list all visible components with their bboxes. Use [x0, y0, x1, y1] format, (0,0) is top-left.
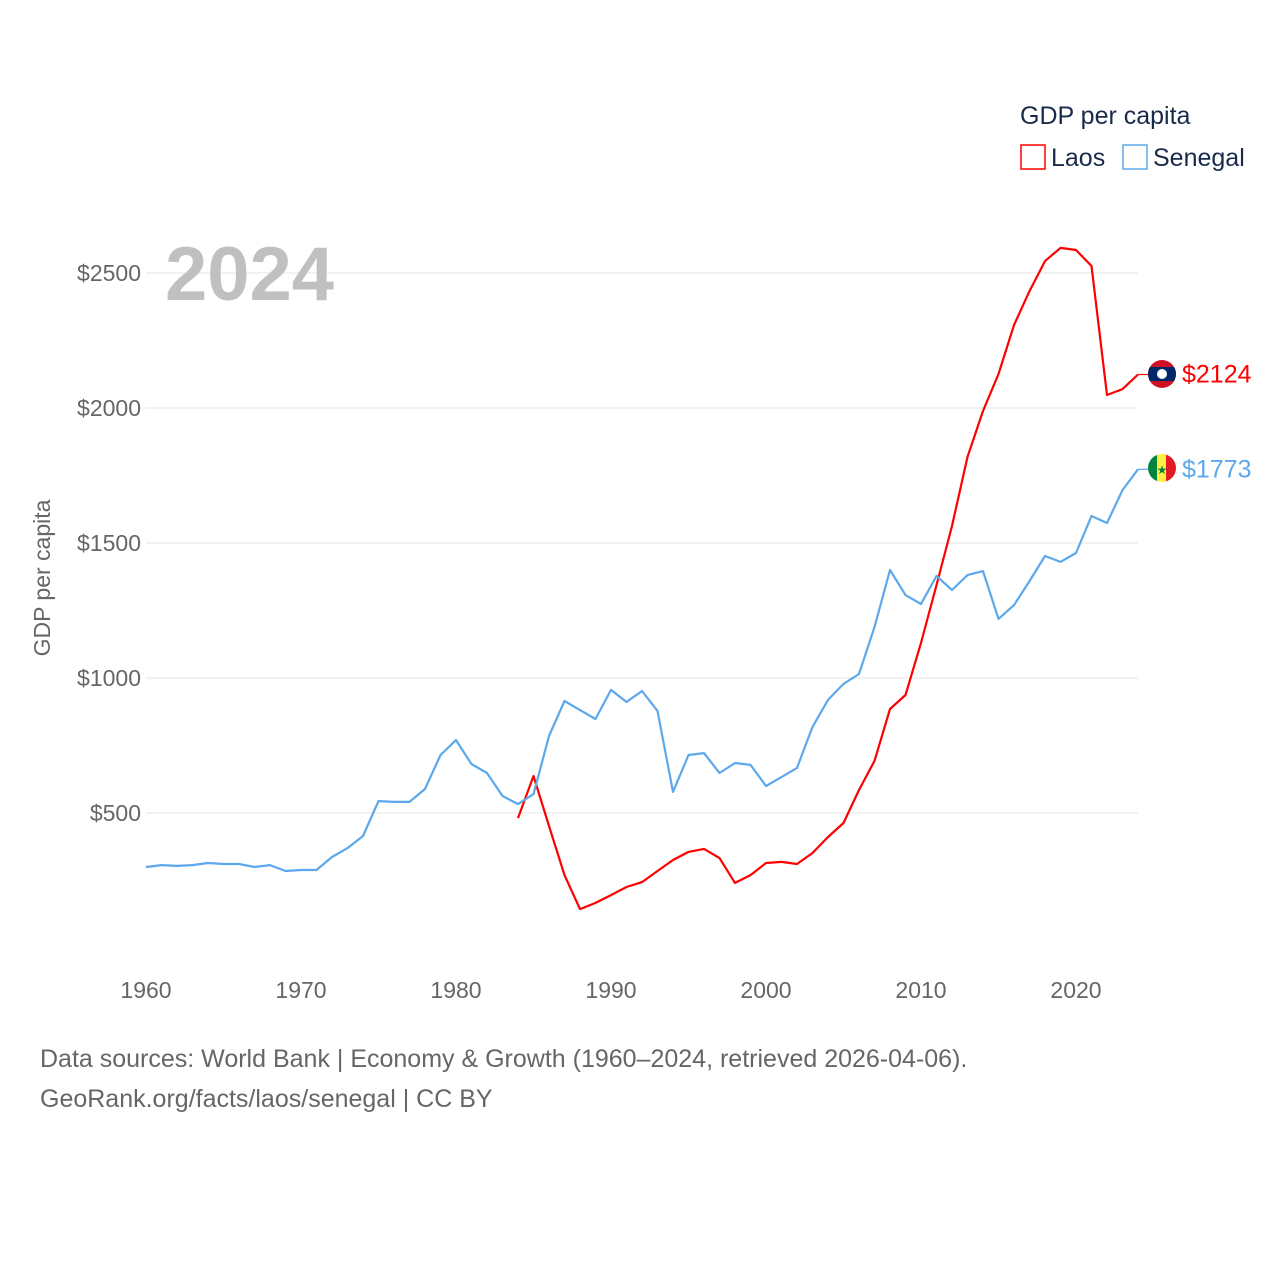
legend: GDP per capita Laos Senegal [1020, 102, 1245, 172]
x-tick-label: 2010 [895, 977, 946, 1003]
y-axis-label: GDP per capita [29, 499, 55, 656]
footer-attribution[interactable]: GeoRank.org/facts/laos/senegal | CC BY [40, 1085, 493, 1113]
series-line-senegal [145, 468, 1139, 873]
end-value-label-laos: $2124 [1182, 361, 1252, 389]
x-tick-label: 1960 [120, 977, 171, 1003]
svg-text:★: ★ [1157, 463, 1168, 477]
big-year-label: 2024 [165, 232, 334, 317]
legend-label-laos[interactable]: Laos [1051, 144, 1105, 172]
legend-label-senegal[interactable]: Senegal [1153, 144, 1245, 172]
laos-flag-icon [1148, 360, 1176, 388]
series-line-laos [516, 246, 1139, 911]
x-tick-label: 2000 [740, 977, 791, 1003]
x-tick-label: 2020 [1050, 977, 1101, 1003]
x-tick-label: 1970 [275, 977, 326, 1003]
legend-swatch-senegal[interactable] [1122, 144, 1148, 170]
y-tick-label: $2500 [77, 260, 141, 286]
x-tick-label: 1990 [585, 977, 636, 1003]
y-tick-label: $1500 [77, 530, 141, 556]
y-tick-label: $500 [90, 800, 141, 826]
x-tick-label: 1980 [430, 977, 481, 1003]
legend-swatch-laos[interactable] [1020, 144, 1046, 170]
end-value-label-senegal: $1773 [1182, 455, 1252, 483]
y-tick-label: $2000 [77, 395, 141, 421]
senegal-flag-icon: ★ [1148, 454, 1176, 482]
y-tick-label: $1000 [77, 665, 141, 691]
legend-title: GDP per capita [1020, 102, 1191, 130]
footer-sources: Data sources: World Bank | Economy & Gro… [40, 1045, 968, 1073]
